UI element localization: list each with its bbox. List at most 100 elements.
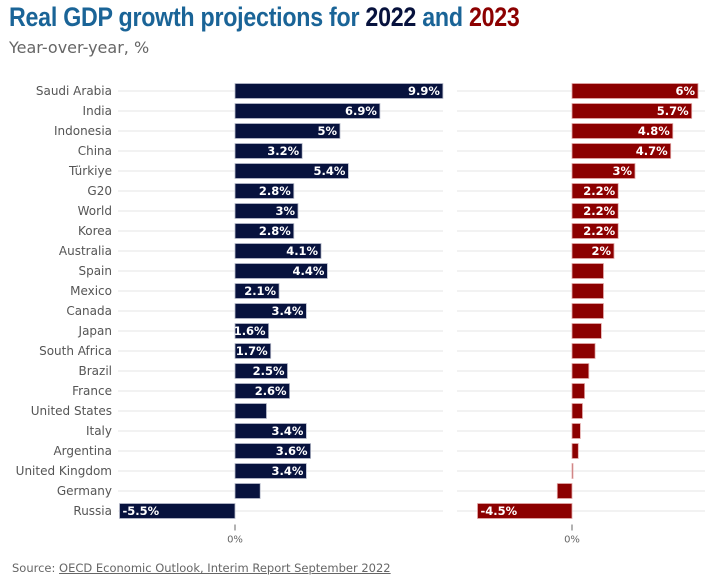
category-label-china: China: [78, 144, 112, 158]
category-label-saudi-arabia: Saudi Arabia: [36, 84, 112, 98]
bar-2023-indonesia: [571, 123, 674, 139]
category-label-japan: Japan: [78, 324, 112, 338]
bar-2022-japan: [234, 323, 269, 339]
category-label-argentina: Argentina: [53, 444, 112, 458]
source-link[interactable]: OECD Economic Outlook, Interim Report Se…: [59, 561, 391, 575]
data-label-2022-mexico: 2.1%: [244, 284, 276, 298]
bar-2022-g20: [234, 183, 295, 199]
chart-title: Real GDP growth projections for 2022 and…: [9, 2, 520, 33]
category-label-canada: Canada: [66, 304, 112, 318]
data-label-2023-korea: 2.2%: [583, 224, 615, 238]
title-and: and: [416, 2, 469, 32]
bar-2022-russia: [119, 503, 236, 519]
source-label: Source:: [12, 561, 60, 575]
category-labels: Saudi Arabia India Indonesia China Türkiye G2…: [16, 84, 112, 518]
source-note: Source: OECD Economic Outlook, Interim R…: [12, 561, 391, 575]
chart-subtitle: Year-over-year, %: [9, 38, 150, 57]
category-label-germany: Germany: [57, 484, 112, 498]
data-label-2023-russia: -4.5%: [481, 504, 518, 518]
category-label-italy: Italy: [86, 424, 112, 438]
data-label-2022-indonesia: 5%: [317, 124, 337, 138]
category-label-south-africa: South Africa: [39, 344, 112, 358]
data-label-2022-spain: 4.4%: [292, 264, 324, 278]
bar-2023-france: [571, 383, 586, 399]
data-label-2023-australia: 2%: [591, 244, 611, 258]
data-label-2022-india: 6.9%: [345, 104, 377, 118]
data-label-2022-world: 3%: [275, 204, 295, 218]
bar-2022-australia: [234, 243, 322, 259]
zero-tick-label-2023: 0%: [564, 535, 580, 546]
bar-2022-turkiye: [234, 163, 349, 179]
bar-2023-italy: [571, 423, 581, 439]
bar-2022-france: [234, 383, 290, 399]
data-label-2023-saudi-arabia: 6%: [675, 84, 695, 98]
data-label-2023-indonesia: 4.8%: [638, 124, 670, 138]
bar-2022-united-kingdom: [234, 463, 307, 479]
bar-2023-china: [571, 143, 672, 159]
panel-2023: 6% 5.7% 4.8% 4.7% 3% 2.2% 2.2% 2.2% 2% -4.5% 0%: [477, 83, 699, 546]
data-label-2023-india: 5.7%: [657, 104, 689, 118]
category-label-united-kingdom: United Kingdom: [16, 464, 112, 478]
gridlines: [118, 90, 705, 512]
data-label-2022-south-africa: 1.7%: [236, 344, 268, 358]
bar-2022-indonesia: [234, 123, 341, 139]
bar-2023-canada: [571, 303, 604, 319]
bar-2023-india: [571, 103, 693, 119]
bar-2022-india: [234, 103, 381, 119]
data-label-2022-china: 3.2%: [267, 144, 299, 158]
data-label-2022-saudi-arabia: 9.9%: [408, 84, 440, 98]
category-label-g20: G20: [87, 184, 112, 198]
category-label-korea: Korea: [78, 224, 112, 238]
bar-2023-g20: [571, 183, 619, 199]
data-label-2022-australia: 4.1%: [286, 244, 318, 258]
data-label-2022-france: 2.6%: [255, 384, 287, 398]
bar-2022-canada: [234, 303, 307, 319]
data-label-2023-g20: 2.2%: [583, 184, 615, 198]
data-label-2022-turkiye: 5.4%: [313, 164, 345, 178]
data-label-2022-italy: 3.4%: [271, 424, 303, 438]
bar-2022-saudi-arabia: [234, 83, 444, 99]
data-label-2022-argentina: 3.6%: [276, 444, 308, 458]
bar-2022-korea: [234, 223, 295, 239]
data-label-2022-korea: 2.8%: [259, 224, 291, 238]
bar-2023-australia: [571, 243, 615, 259]
data-label-2022-japan: 1.6%: [234, 324, 266, 338]
panel-2022: 9.9% 6.9% 5% 3.2% 5.4% 2.8% 3% 2.8% 4.1% 4.4% 2.1%…: [119, 83, 444, 546]
category-label-world: World: [78, 204, 112, 218]
bar-2023-mexico: [571, 283, 604, 299]
data-label-2022-brazil: 2.5%: [253, 364, 285, 378]
bar-2022-world: [234, 203, 299, 219]
bar-2023-united-kingdom: [571, 463, 574, 479]
title-prefix: Real GDP growth projections for: [9, 2, 366, 32]
bar-2023-south-africa: [571, 343, 596, 359]
category-label-spain: Spain: [78, 264, 112, 278]
bar-2023-russia: [477, 503, 573, 519]
bar-2022-spain: [234, 263, 328, 279]
bar-2023-brazil: [571, 363, 590, 379]
category-label-australia: Australia: [59, 244, 112, 258]
bar-2022-china: [234, 143, 303, 159]
category-label-indonesia: Indonesia: [54, 124, 112, 138]
bar-2023-korea: [571, 223, 619, 239]
data-label-2023-world: 2.2%: [583, 204, 615, 218]
bar-2022-germany: [234, 483, 261, 499]
category-label-russia: Russia: [73, 504, 112, 518]
bar-2023-argentina: [571, 443, 579, 459]
data-label-2023-china: 4.7%: [636, 144, 668, 158]
bar-2022-mexico: [234, 283, 280, 299]
bar-2022-italy: [234, 423, 307, 439]
title-year-2022: 2022: [365, 2, 417, 32]
bar-2022-brazil: [234, 363, 288, 379]
data-label-2022-canada: 3.4%: [271, 304, 303, 318]
data-label-2023-turkiye: 3%: [612, 164, 632, 178]
category-label-brazil: Brazil: [79, 364, 113, 378]
data-label-2022-united-kingdom: 3.4%: [271, 464, 303, 478]
bar-2023-turkiye: [571, 163, 636, 179]
bar-2023-saudi-arabia: [571, 83, 699, 99]
title-year-2023: 2023: [468, 2, 520, 32]
bar-2022-argentina: [234, 443, 311, 459]
category-label-india: India: [83, 104, 112, 118]
bar-2023-japan: [571, 323, 602, 339]
bar-2023-world: [571, 203, 619, 219]
